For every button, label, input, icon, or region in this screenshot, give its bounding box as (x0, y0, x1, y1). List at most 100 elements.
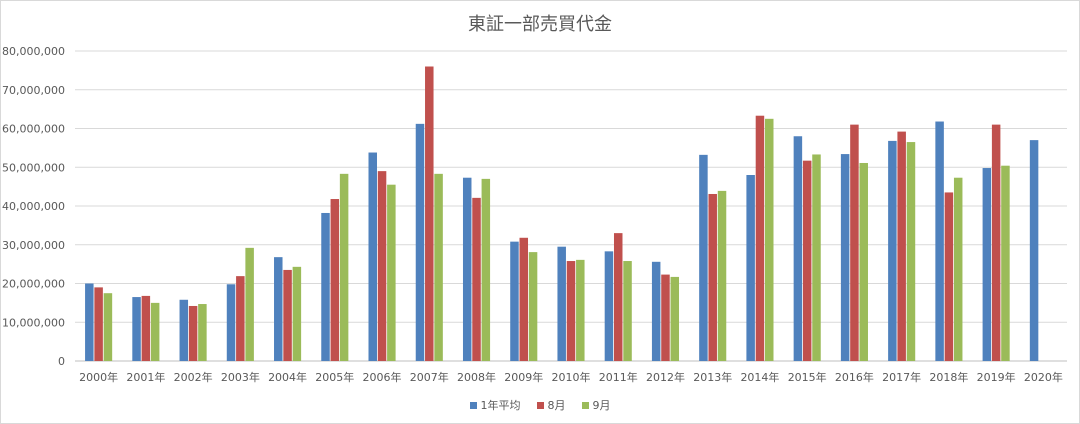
bar-2008年-series-1 (472, 197, 481, 361)
bar-2014年-series-0 (746, 175, 755, 361)
bar-2015年-series-1 (802, 160, 812, 361)
bar-2009年-series-0 (510, 241, 519, 361)
legend-item-series-2: 9月 (581, 397, 611, 413)
bar-2018年-series-0 (935, 121, 944, 362)
y-tick-label: 60,000,000 (2, 123, 65, 136)
bar-2001年-series-0 (132, 297, 141, 361)
y-tick-label: 40,000,000 (2, 200, 65, 213)
x-tick-label: 2013年 (693, 370, 732, 384)
x-tick-label: 2009年 (504, 370, 543, 384)
bar-2016年-series-1 (850, 124, 859, 361)
legend-swatch-series-2 (581, 401, 589, 409)
x-tick-label: 2004年 (268, 370, 307, 384)
bar-2012年-series-0 (651, 261, 661, 361)
bar-2009年-series-1 (519, 237, 529, 361)
legend-item-series-1: 8月 (536, 397, 566, 413)
x-tick-label: 2016年 (835, 370, 874, 384)
x-tick-label: 2014年 (740, 370, 779, 384)
bar-2006年-series-1 (377, 171, 387, 361)
bar-2011年-series-1 (613, 233, 623, 361)
chart-title: 東証一部売買代金 (468, 14, 612, 35)
bar-2017年-series-2 (906, 142, 916, 361)
bar-2004年-series-0 (274, 257, 283, 361)
y-tick-label: 10,000,000 (2, 316, 65, 329)
legend-swatch-series-0 (469, 401, 477, 409)
x-tick-label: 2017年 (882, 370, 921, 384)
bar-2005年-series-1 (330, 199, 340, 361)
bar-2018年-series-1 (944, 192, 954, 361)
bar-2003年-series-0 (226, 284, 236, 361)
bar-2007年-series-2 (434, 173, 443, 361)
bar-2008年-series-0 (462, 177, 472, 361)
x-tick-label: 2006年 (363, 370, 402, 384)
bar-2011年-series-0 (604, 251, 614, 361)
bar-2018年-series-2 (953, 177, 963, 361)
x-tick-label: 2010年 (552, 370, 591, 384)
bar-2019年-series-1 (991, 124, 1001, 361)
x-tick-label: 2008年 (457, 370, 496, 384)
x-tick-label: 2005年 (315, 370, 354, 384)
x-tick-label: 2012年 (646, 370, 685, 384)
bar-2001年-series-1 (141, 295, 151, 361)
bar-2002年-series-2 (198, 304, 207, 361)
x-tick-label: 2020年 (1024, 370, 1063, 384)
legend-label-series-1: 8月 (547, 399, 566, 412)
bar-2015年-series-2 (812, 154, 821, 361)
x-tick-label: 2003年 (221, 370, 260, 384)
legend: 1年平均 8月 9月 (0, 397, 1080, 413)
bar-2005年-series-0 (321, 212, 330, 361)
bar-2013年-series-0 (699, 154, 708, 361)
bar-2011年-series-2 (623, 261, 632, 361)
y-tick-label: 20,000,000 (2, 278, 65, 291)
bar-2012年-series-2 (670, 276, 680, 361)
bar-2006年-series-0 (368, 152, 377, 361)
bar-2000年-series-1 (94, 287, 103, 361)
x-tick-label: 2011年 (599, 370, 638, 384)
bar-2015年-series-0 (793, 136, 803, 361)
bar-2017年-series-0 (888, 140, 897, 361)
bar-2009年-series-2 (528, 252, 538, 361)
bar-2014年-series-1 (755, 115, 765, 362)
bar-2008年-series-2 (481, 178, 491, 361)
x-tick-label: 2007年 (410, 370, 449, 384)
legend-swatch-series-1 (536, 401, 544, 409)
x-tick-label: 2001年 (126, 370, 165, 384)
bar-2010年-series-2 (576, 259, 585, 361)
bar-2010年-series-1 (566, 261, 576, 361)
x-tick-label: 2018年 (929, 370, 968, 384)
bar-2002年-series-0 (179, 299, 189, 361)
legend-item-series-0: 1年平均 (469, 397, 521, 413)
bar-2004年-series-2 (292, 266, 302, 361)
bar-2010年-series-0 (557, 246, 566, 361)
bar-2006年-series-2 (387, 184, 396, 361)
bar-2007年-series-1 (425, 66, 434, 361)
bar-2013年-series-2 (717, 190, 727, 361)
bar-2019年-series-0 (982, 168, 992, 361)
bar-2003年-series-2 (245, 247, 254, 361)
bar-2003年-series-1 (236, 276, 245, 361)
legend-label-series-0: 1年平均 (480, 399, 521, 412)
bar-2020年-series-0 (1029, 140, 1039, 361)
x-tick-label: 2019年 (977, 370, 1016, 384)
x-tick-label: 2000年 (79, 370, 118, 384)
legend-label-series-2: 9月 (592, 399, 611, 412)
bar-2004年-series-1 (283, 269, 292, 361)
bar-2001年-series-2 (150, 302, 160, 361)
y-tick-label: 30,000,000 (2, 239, 65, 252)
bar-2019年-series-2 (1001, 165, 1010, 361)
x-tick-label: 2002年 (174, 370, 213, 384)
bar-2016年-series-2 (859, 162, 868, 361)
x-tick-label: 2015年 (788, 370, 827, 384)
bar-2000年-series-2 (103, 293, 113, 361)
y-tick-label: 70,000,000 (2, 84, 65, 97)
y-tick-label: 50,000,000 (2, 161, 65, 174)
y-tick-label: 80,000,000 (2, 45, 65, 58)
bar-2002年-series-1 (188, 305, 198, 361)
bar-2007年-series-0 (415, 123, 425, 361)
bar-2016年-series-0 (840, 154, 850, 361)
bar-2014年-series-2 (765, 118, 774, 361)
bar-2000年-series-0 (85, 283, 94, 361)
bar-2017年-series-1 (897, 131, 906, 361)
bar-2012年-series-1 (661, 274, 670, 361)
